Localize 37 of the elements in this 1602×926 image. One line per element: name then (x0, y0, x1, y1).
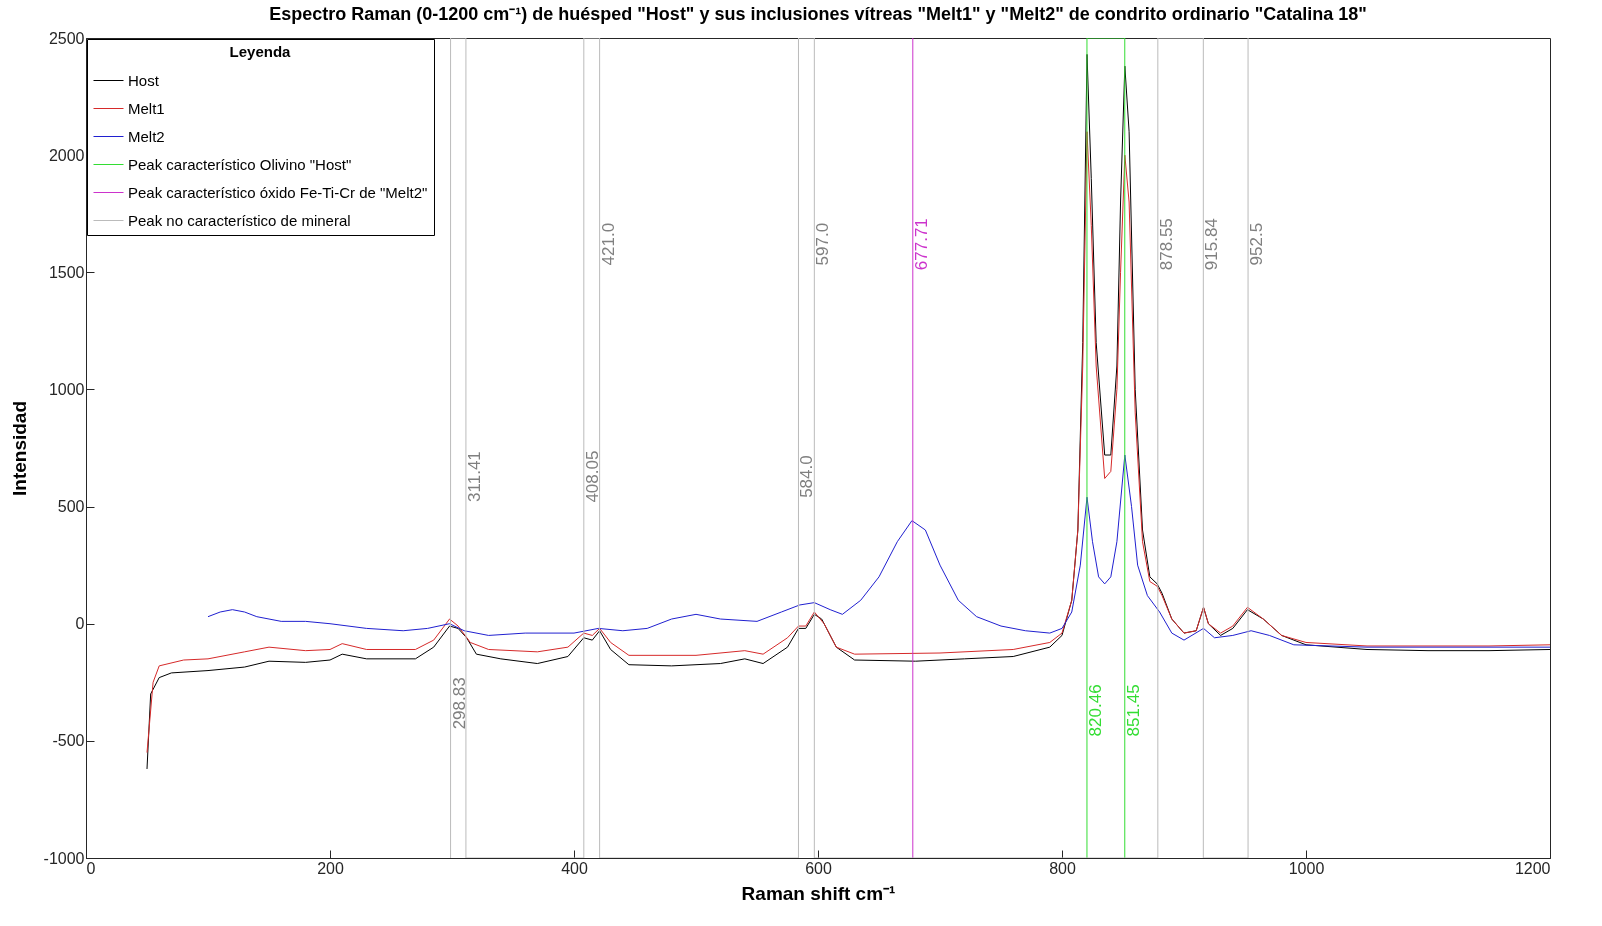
x-tick-label: 600 (805, 859, 832, 877)
annotation: 311.41 (464, 451, 484, 502)
annotation: 820.46 (1085, 684, 1105, 737)
x-tick-label: 0 (86, 859, 96, 877)
y-tick-label: 1000 (48, 380, 85, 398)
legend-label: Host (128, 71, 160, 89)
y-tick-label: -500 (52, 732, 85, 750)
x-tick-label: 800 (1049, 859, 1076, 877)
legend-label: Peak característico óxido Fe-Ti-Cr de "Melt2" (128, 183, 428, 201)
legend-label: Melt1 (128, 99, 165, 117)
annotation: 851.45 (1123, 684, 1143, 737)
chart-title: Espectro Raman (0-1200 cm⁻¹) de huésped "Host" y sus inclusiones vítreas "Melt1" y "Melt2" de condrito ordinario "Catalina 18" (269, 4, 1367, 24)
legend-label: Peak no característico de mineral (128, 211, 351, 229)
annotation: 421.0 (598, 222, 618, 266)
y-tick-label: 1500 (48, 263, 85, 281)
annotation: 915.84 (1202, 218, 1222, 271)
annotation: 597.0 (813, 222, 833, 266)
legend-label: Peak característico Olivino "Host" (128, 155, 352, 173)
y-tick-label: 2500 (48, 29, 85, 47)
x-tick-label: 1000 (1288, 859, 1325, 877)
annotation: 878.55 (1156, 218, 1176, 271)
legend-title: Leyenda (229, 43, 292, 60)
annotation: 952.5 (1247, 222, 1267, 266)
y-tick-label: 2000 (48, 146, 85, 164)
x-tick-label: 1200 (1514, 859, 1551, 877)
y-tick-label: 0 (75, 615, 85, 633)
y-tick-label: -1000 (43, 849, 85, 867)
y-tick-label: 500 (57, 498, 85, 516)
x-tick-label: 200 (317, 859, 344, 877)
annotation: 298.83 (449, 677, 469, 730)
annotation: 677.71 (911, 218, 931, 271)
legend-label: Melt2 (128, 127, 165, 145)
y-axis-title: Intensidad (8, 400, 30, 497)
annotation: 584.0 (797, 455, 817, 498)
x-axis-title: Raman shift cm⁻¹ (741, 882, 896, 904)
annotation: 408.05 (582, 450, 602, 503)
x-tick-label: 400 (561, 859, 588, 877)
